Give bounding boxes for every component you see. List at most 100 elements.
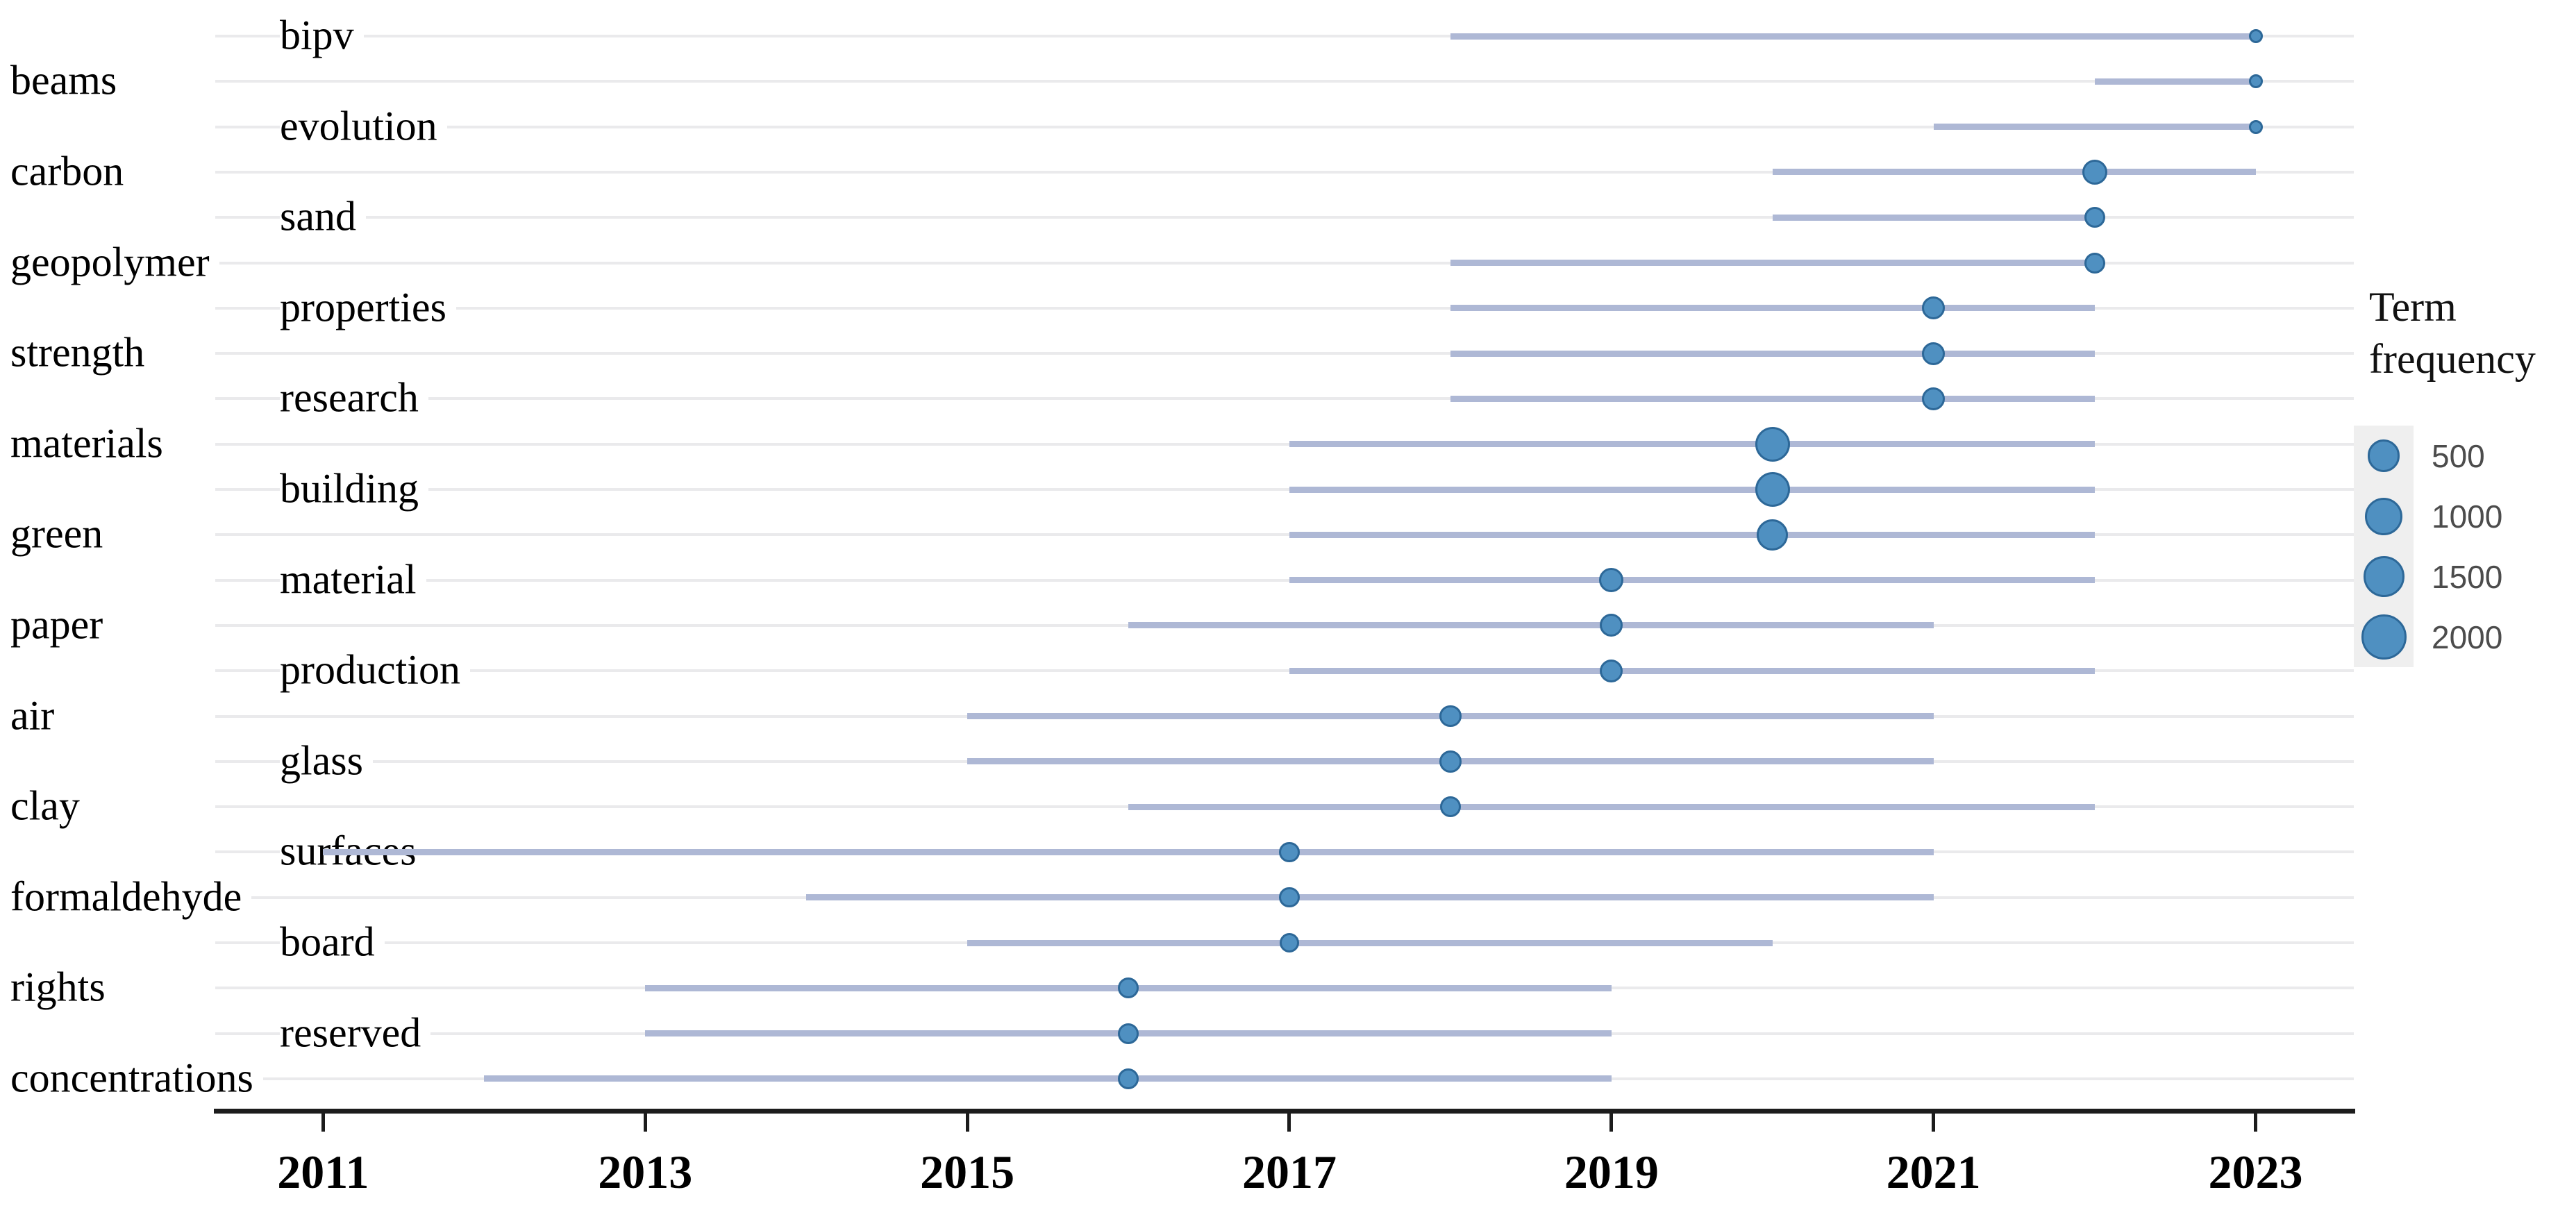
- term-dot: [1439, 705, 1462, 728]
- row-gridline: [215, 397, 2354, 401]
- row-gridline: [215, 352, 2354, 355]
- term-label: production: [280, 645, 470, 696]
- row-gridline: [215, 170, 2354, 174]
- term-dot: [1279, 841, 1300, 863]
- x-axis-tick-mark: [1609, 1114, 1614, 1132]
- term-range-line: [967, 939, 1773, 946]
- term-label: air: [10, 691, 65, 741]
- term-range-line: [1450, 305, 2095, 312]
- term-label: board: [280, 917, 385, 968]
- term-dot: [1757, 519, 1789, 551]
- row-gridline: [215, 35, 2354, 37]
- x-axis-line: [214, 1109, 2355, 1114]
- term-range-line: [1450, 395, 2095, 402]
- x-axis-tick-label: 2019: [1564, 1145, 1659, 1198]
- x-axis-tick-label: 2017: [1241, 1145, 1337, 1198]
- term-dot: [1755, 472, 1790, 507]
- x-axis-tick-mark: [965, 1114, 969, 1132]
- term-dot: [1279, 887, 1300, 908]
- legend-size-dot: [2365, 497, 2402, 535]
- term-dot: [2084, 252, 2105, 274]
- x-axis-tick-label: 2015: [920, 1145, 1015, 1198]
- term-dot: [1279, 932, 1300, 953]
- legend-size-dot: [2361, 614, 2407, 660]
- term-label: concentrations: [10, 1053, 263, 1105]
- term-dot: [1118, 1023, 1139, 1044]
- term-label: carbon: [10, 146, 134, 198]
- x-axis-tick-mark: [2254, 1114, 2258, 1132]
- legend-title-line2: frequency: [2369, 336, 2536, 382]
- term-dot: [2084, 207, 2105, 228]
- term-range-line: [1933, 124, 2256, 131]
- term-label: paper: [10, 600, 113, 651]
- term-label: building: [280, 464, 429, 515]
- term-range-line: [484, 1075, 1612, 1082]
- term-dot: [2082, 159, 2107, 185]
- row-gridline: [215, 261, 2354, 265]
- term-dot: [1755, 426, 1790, 462]
- term-range-line: [2094, 78, 2256, 85]
- term-label: material: [280, 555, 426, 606]
- legend-size-dot: [2363, 556, 2404, 597]
- term-label: research: [280, 373, 428, 424]
- term-label: sand: [280, 192, 366, 243]
- row-gridline: [215, 578, 2354, 582]
- row-gridline: [215, 488, 2354, 491]
- term-range-line: [1128, 622, 1934, 629]
- term-dot: [1600, 614, 1623, 637]
- legend-size-value: 500: [2432, 437, 2485, 474]
- row-gridline: [215, 533, 2354, 537]
- term-dot: [1600, 659, 1623, 682]
- term-label: green: [10, 509, 113, 560]
- row-gridline: [215, 216, 2354, 219]
- legend-title-line1: Term: [2369, 284, 2457, 330]
- term-dot: [2248, 29, 2263, 43]
- term-range-line: [1289, 441, 2095, 448]
- term-dot: [1922, 387, 1946, 410]
- term-range-line: [323, 848, 1934, 855]
- term-label: beams: [10, 56, 127, 107]
- legend-size-dot: [2367, 439, 2400, 472]
- row-gridline: [215, 125, 2354, 128]
- term-label: geopolymer: [10, 237, 219, 288]
- term-dot: [1439, 796, 1461, 818]
- term-label: evolution: [280, 101, 447, 153]
- term-range-line: [1450, 260, 2095, 266]
- term-dot: [1439, 750, 1462, 773]
- term-label: strength: [10, 328, 155, 379]
- row-gridline: [215, 669, 2354, 673]
- x-axis-tick-label: 2023: [2208, 1145, 2303, 1198]
- term-range-line: [1450, 33, 2256, 40]
- term-dot: [1118, 1068, 1139, 1089]
- term-range-line: [1289, 486, 2095, 493]
- term-dot: [1922, 342, 1946, 365]
- x-axis-tick-mark: [1287, 1114, 1291, 1132]
- term-range-line: [1289, 531, 2095, 538]
- term-label: properties: [280, 283, 456, 334]
- legend-size-value: 1500: [2432, 558, 2503, 595]
- x-axis-tick-mark: [1932, 1114, 1936, 1132]
- row-gridline: [215, 80, 2354, 83]
- term-dot: [1118, 977, 1139, 999]
- legend-size-value: 2000: [2432, 619, 2503, 655]
- term-label: glass: [280, 736, 373, 787]
- term-dot: [1599, 568, 1624, 593]
- x-axis-tick-label: 2021: [1886, 1145, 1981, 1198]
- term-dot: [2248, 74, 2263, 89]
- term-range-line: [806, 894, 1934, 901]
- term-label: formaldehyde: [10, 872, 252, 923]
- term-label: materials: [10, 419, 173, 470]
- term-range-line: [1772, 214, 2095, 221]
- x-axis-tick-label: 2013: [598, 1145, 693, 1198]
- legend-size-value: 1000: [2432, 498, 2503, 535]
- term-label: rights: [10, 962, 115, 1014]
- legend-title: Term frequency: [2369, 281, 2536, 385]
- x-axis-tick-label: 2011: [277, 1145, 369, 1198]
- term-range-line: [1289, 577, 2095, 584]
- term-range-line: [1128, 803, 2095, 810]
- term-label: clay: [10, 781, 90, 832]
- term-label: reserved: [280, 1008, 431, 1059]
- row-gridline: [215, 306, 2354, 310]
- term-range-line: [1289, 667, 2095, 674]
